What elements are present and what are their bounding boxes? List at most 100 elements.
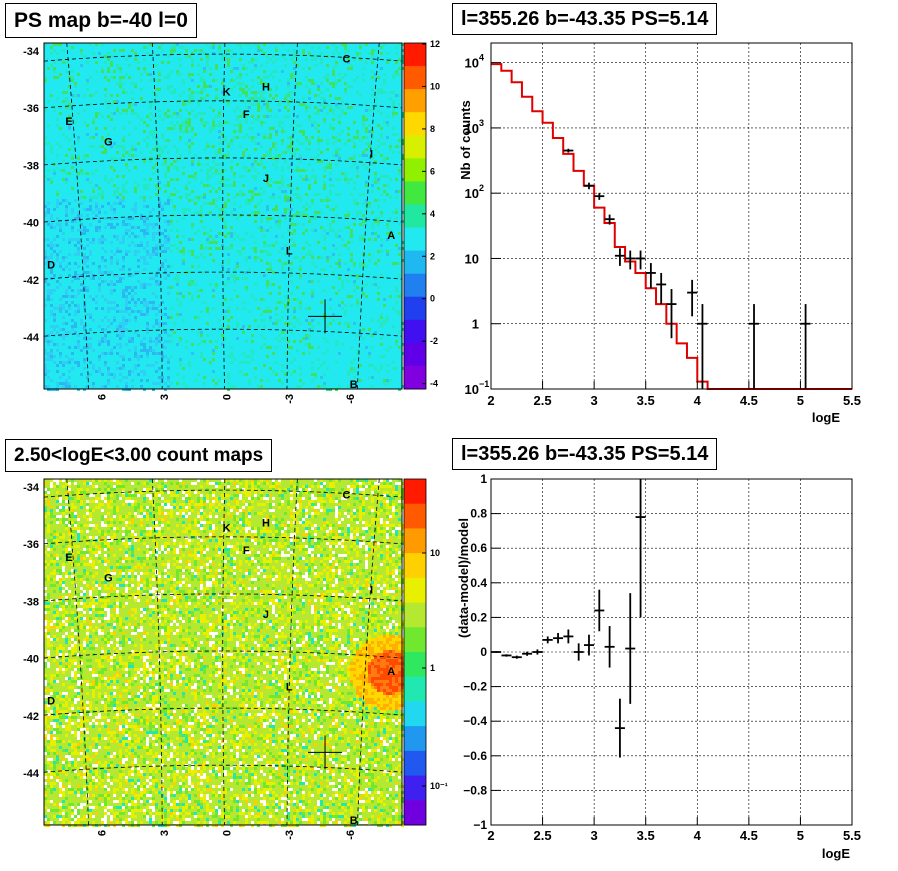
map-pixel (80, 319, 83, 322)
map-pixel (98, 289, 101, 292)
map-pixel (128, 292, 131, 295)
map-pixel (146, 355, 149, 358)
map-pixel (311, 503, 314, 506)
map-pixel (182, 130, 185, 133)
map-pixel (218, 115, 221, 118)
map-pixel (356, 175, 359, 178)
map-pixel (146, 226, 149, 229)
map-pixel (359, 160, 362, 163)
map-pixel (47, 358, 50, 361)
map-pixel (296, 214, 299, 217)
map-pixel (170, 482, 173, 485)
map-pixel (248, 539, 251, 542)
map-pixel (167, 551, 170, 554)
map-pixel (329, 184, 332, 187)
map-pixel (113, 235, 116, 238)
map-pixel (299, 548, 302, 551)
map-pixel (101, 524, 104, 527)
map-pixel (296, 115, 299, 118)
map-pixel (83, 286, 86, 289)
map-pixel (251, 199, 254, 202)
map-pixel (281, 121, 284, 124)
map-pixel (50, 310, 53, 313)
map-pixel (329, 124, 332, 127)
map-pixel (209, 211, 212, 214)
map-pixel (257, 542, 260, 545)
map-pixel (65, 518, 68, 521)
map-pixel (53, 355, 56, 358)
map-pixel (62, 512, 65, 515)
map-pixel (356, 277, 359, 280)
map-pixel (356, 286, 359, 289)
map-pixel (188, 542, 191, 545)
map-pixel (161, 49, 164, 52)
map-pixel (125, 91, 128, 94)
map-pixel (266, 307, 269, 310)
map-pixel (380, 133, 383, 136)
map-pixel (257, 43, 260, 46)
map-pixel (326, 73, 329, 76)
map-pixel (104, 361, 107, 364)
map-pixel (242, 536, 245, 539)
spectrum-data-points (563, 148, 811, 389)
map-pixel (95, 536, 98, 539)
map-pixel (371, 376, 374, 379)
map-pixel (269, 539, 272, 542)
map-pixel (254, 298, 257, 301)
map-pixel (362, 551, 365, 554)
map-pixel (116, 202, 119, 205)
map-pixel (350, 85, 353, 88)
map-pixel (317, 500, 320, 503)
map-pixel (323, 482, 326, 485)
map-pixel (362, 73, 365, 76)
map-pixel (314, 58, 317, 61)
map-pixel (203, 121, 206, 124)
map-pixel (221, 172, 224, 175)
map-pixel (320, 506, 323, 509)
map-pixel (62, 238, 65, 241)
map-pixel (224, 154, 227, 157)
map-pixel (248, 497, 251, 500)
map-pixel (203, 202, 206, 205)
map-pixel (167, 109, 170, 112)
map-pixel (254, 542, 257, 545)
map-pixel (56, 52, 59, 55)
map-pixel (59, 145, 62, 148)
map-pixel (245, 85, 248, 88)
map-pixel (275, 485, 278, 488)
map-pixel (149, 160, 152, 163)
map-pixel (65, 70, 68, 73)
map-pixel (272, 482, 275, 485)
map-pixel (170, 512, 173, 515)
map-pixel (269, 283, 272, 286)
map-pixel (71, 46, 74, 49)
map-pixel (275, 548, 278, 551)
map-pixel (359, 512, 362, 515)
map-pixel (170, 121, 173, 124)
map-pixel (308, 548, 311, 551)
map-pixel (59, 106, 62, 109)
map-pixel (359, 479, 362, 482)
map-pixel (371, 49, 374, 52)
map-pixel (311, 512, 314, 515)
map-pixel (212, 166, 215, 169)
map-pixel (371, 223, 374, 226)
map-pixel (332, 313, 335, 316)
map-pixel (290, 322, 293, 325)
map-pixel (293, 325, 296, 328)
map-pixel (47, 142, 50, 145)
map-pixel (86, 229, 89, 232)
map-pixel (146, 283, 149, 286)
map-pixel (287, 370, 290, 373)
map-pixel (320, 103, 323, 106)
map-pixel (122, 220, 125, 223)
map-pixel (221, 157, 224, 160)
map-pixel (116, 304, 119, 307)
map-pixel (233, 172, 236, 175)
map-pixel (167, 536, 170, 539)
map-pixel (71, 491, 74, 494)
map-pixel (206, 518, 209, 521)
map-pixel (284, 58, 287, 61)
map-pixel (254, 241, 257, 244)
map-pixel (380, 88, 383, 91)
